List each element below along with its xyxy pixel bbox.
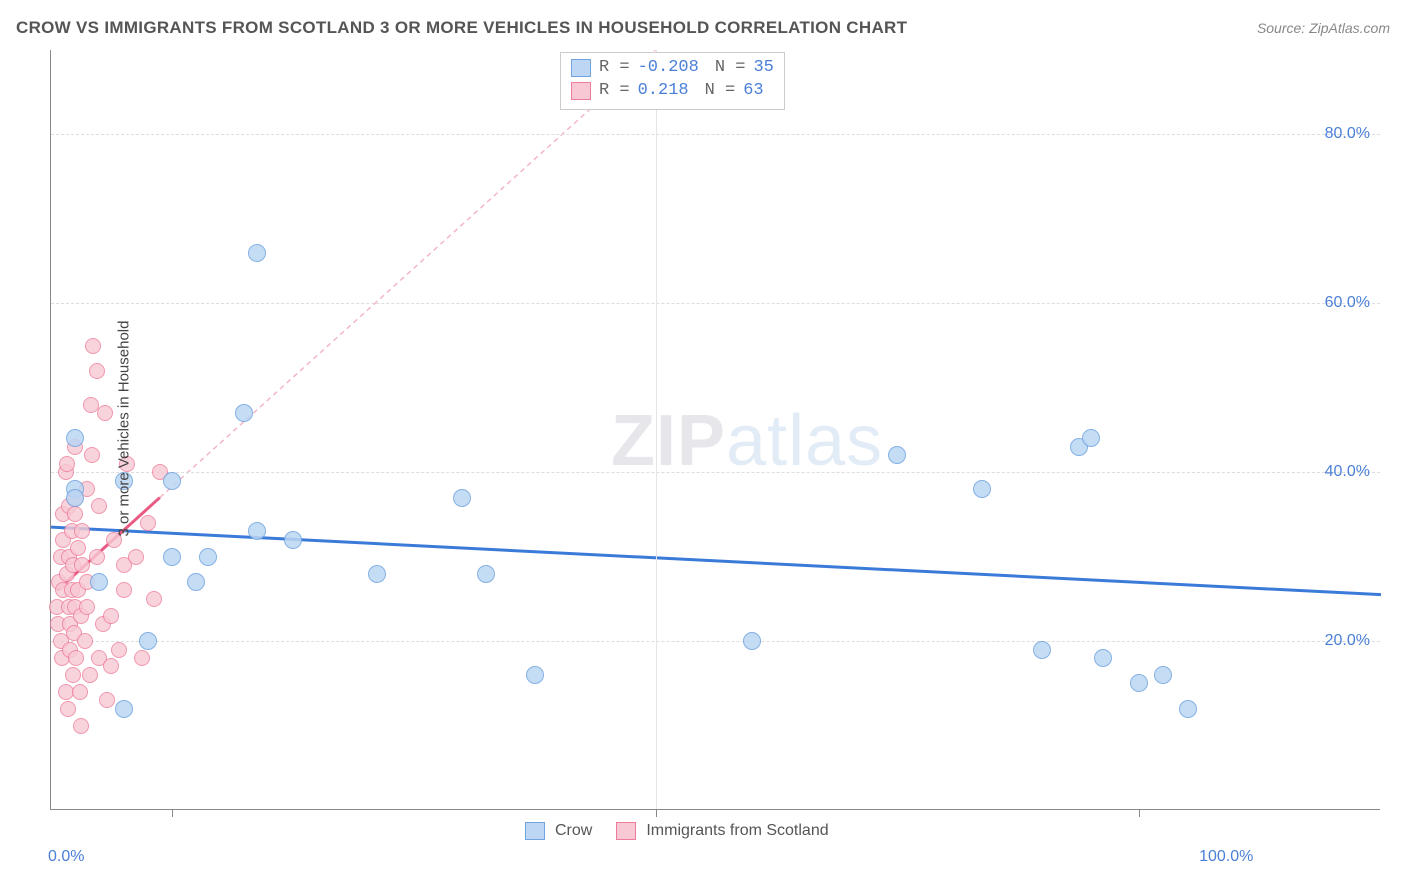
scotland-point [116,582,132,598]
x-tick-mark [1139,809,1140,817]
scotland-point [74,523,90,539]
swatch-crow [571,59,591,77]
x-tick-mark [656,809,657,817]
y-axis-label: 3 or more Vehicles in Household [115,321,132,537]
crow-point [743,632,761,650]
scotland-point [72,684,88,700]
scotland-point [146,591,162,607]
scotland-point [74,557,90,573]
y-tick-label: 40.0% [1325,463,1370,481]
scotland-point [59,456,75,472]
scotland-point [99,692,115,708]
scotland-point [77,633,93,649]
crow-point [526,666,544,684]
y-tick-label: 20.0% [1325,632,1370,650]
crow-point [1082,429,1100,447]
scotland-point [91,498,107,514]
scotland-point [82,667,98,683]
crow-point [248,522,266,540]
swatch-scotland [571,82,591,100]
gridline-h [51,134,1380,135]
x-tick-label: 100.0% [1199,848,1253,866]
legend-label-scotland: Immigrants from Scotland [646,822,828,840]
legend-swatch-crow [525,822,545,840]
scotland-point [103,608,119,624]
scotland-point [84,447,100,463]
scotland-point [140,515,156,531]
stats-row-crow: R = -0.208 N = 35 [571,57,774,80]
crow-point [477,565,495,583]
crow-point [235,404,253,422]
watermark: ZIPatlas [611,400,883,482]
crow-point [199,548,217,566]
trend-lines-svg [51,50,1381,810]
crow-point [66,489,84,507]
crow-point [1130,674,1148,692]
scotland-point [70,540,86,556]
crow-point [453,489,471,507]
crow-point [1033,641,1051,659]
crow-point [368,565,386,583]
crow-point [1154,666,1172,684]
crow-point [973,480,991,498]
scotland-point [67,506,83,522]
crow-point [1179,700,1197,718]
gridline-h [51,641,1380,642]
crow-point [888,446,906,464]
chart-title: CROW VS IMMIGRANTS FROM SCOTLAND 3 OR MO… [16,18,907,38]
crow-point [139,632,157,650]
legend-bottom: Crow Immigrants from Scotland [525,822,829,840]
scotland-point [89,363,105,379]
crow-point [163,548,181,566]
legend-swatch-scotland [616,822,636,840]
legend-label-crow: Crow [555,822,592,840]
scotland-point [68,650,84,666]
stats-box: R = -0.208 N = 35 R = 0.218 N = 63 [560,52,785,110]
scotland-point [134,650,150,666]
crow-point [66,429,84,447]
crow-point [284,531,302,549]
scotland-point [103,658,119,674]
scotland-point [128,549,144,565]
scotland-point [60,701,76,717]
scotland-point [83,397,99,413]
crow-point [115,700,133,718]
gridline-v [656,50,657,809]
chart-source: Source: ZipAtlas.com [1257,20,1390,36]
crow-point [163,472,181,490]
x-tick-label: 0.0% [48,848,84,866]
scotland-point [73,718,89,734]
scotland-point [85,338,101,354]
y-tick-label: 80.0% [1325,125,1370,143]
crow-point [90,573,108,591]
gridline-h [51,472,1380,473]
crow-point [1094,649,1112,667]
scotland-point [79,599,95,615]
scotland-point [89,549,105,565]
chart-plot-area: ZIPatlas 20.0% 40.0% 60.0% 80.0% [50,50,1380,810]
stats-row-scotland: R = 0.218 N = 63 [571,80,774,103]
scotland-point [111,642,127,658]
chart-header: CROW VS IMMIGRANTS FROM SCOTLAND 3 OR MO… [16,18,1390,38]
crow-point [248,244,266,262]
scotland-point [97,405,113,421]
gridline-h [51,303,1380,304]
x-tick-mark [172,809,173,817]
y-tick-label: 60.0% [1325,294,1370,312]
crow-point [187,573,205,591]
scotland-point [65,667,81,683]
